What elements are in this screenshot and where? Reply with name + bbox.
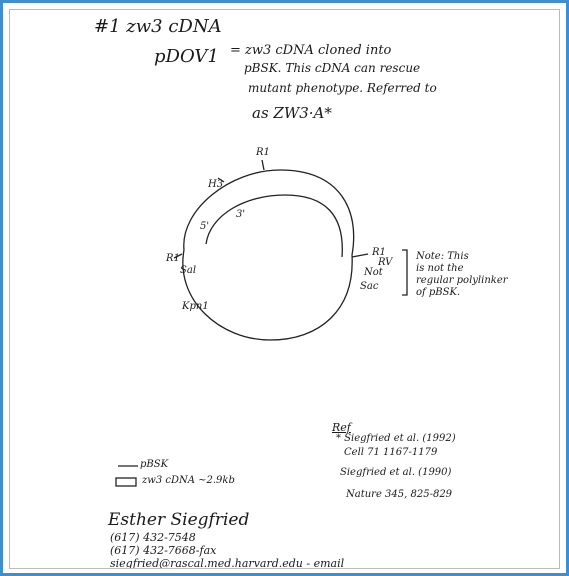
site-label: R1 <box>166 254 180 264</box>
note-bracket <box>402 250 407 295</box>
contact-line: (617) 432-7548 <box>110 532 196 543</box>
reference-line: Siegfried et al. (1990) <box>340 468 451 478</box>
site-label: Sac <box>360 282 378 292</box>
site-label: 5' <box>200 222 209 232</box>
description-line: = zw3 cDNA cloned into <box>230 44 391 57</box>
note-line: of pBSK. <box>416 288 460 298</box>
scanned-page: #1 zw3 cDNA pDOV1 = zw3 cDNA cloned into… <box>9 9 560 569</box>
contact-name: Esther Siegfried <box>108 512 249 529</box>
site-tick <box>352 254 368 257</box>
legend-label: zw3 cDNA ~2.9kb <box>142 476 235 486</box>
construct-name: pDOV1 <box>154 48 219 66</box>
legend-box <box>116 478 136 486</box>
reference-line: Nature 345, 825-829 <box>346 490 452 500</box>
description-line: pBSK. This cDNA can rescue <box>244 62 420 74</box>
note-line: regular polylinker <box>416 276 508 286</box>
note-line: is not the <box>416 264 464 274</box>
site-label: H3 <box>208 180 223 190</box>
vector-loop <box>183 250 352 340</box>
site-tick <box>262 160 264 170</box>
site-label: Not <box>364 268 383 278</box>
reference-line: Cell 71 1167-1179 <box>344 448 437 458</box>
site-label: Sal <box>180 266 196 276</box>
title: #1 zw3 cDNA <box>94 18 222 36</box>
description-line: as ZW3·A* <box>252 106 332 121</box>
contact-line: siegfried@rascal.med.harvard.edu - email <box>110 558 344 569</box>
document-frame: #1 zw3 cDNA pDOV1 = zw3 cDNA cloned into… <box>0 0 569 576</box>
note-line: Note: This <box>416 252 469 262</box>
cdna-inner-arc <box>206 195 342 257</box>
site-label: Kpn1 <box>182 302 209 312</box>
contact-line: (617) 432-7668-fax <box>110 545 216 556</box>
reference-title: Ref <box>332 422 351 433</box>
site-label: 3' <box>236 210 245 220</box>
description-line: mutant phenotype. Referred to <box>248 82 437 94</box>
legend-label: pBSK <box>140 460 168 470</box>
site-label: R1 <box>256 148 270 158</box>
reference-line: * Siegfried et al. (1992) <box>336 434 456 444</box>
